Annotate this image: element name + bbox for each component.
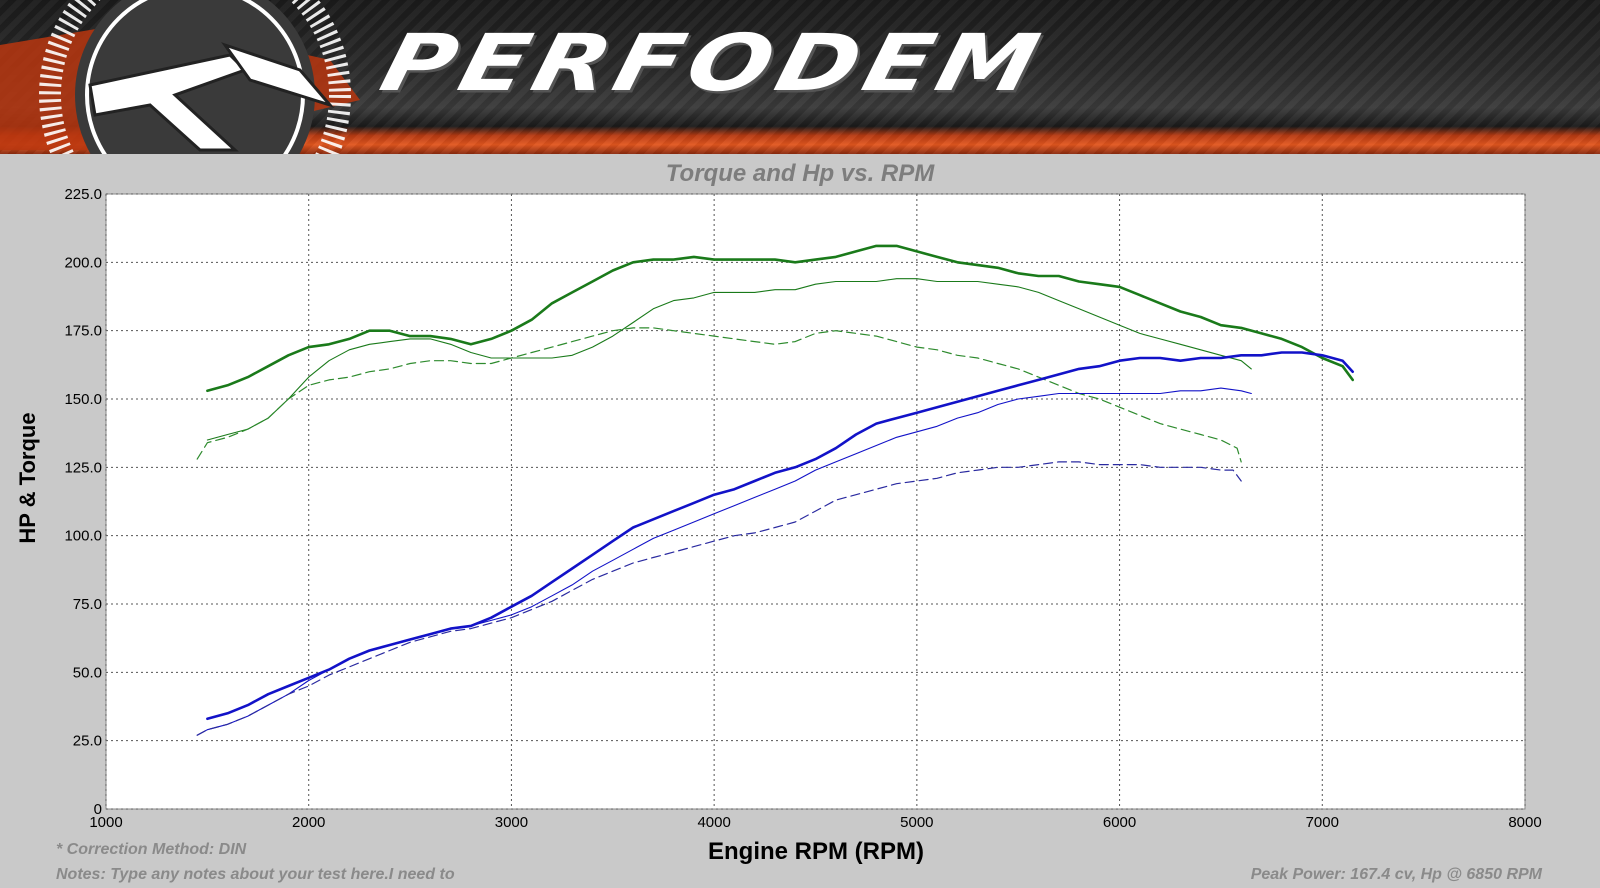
y-tick-label: 25.0: [73, 733, 102, 750]
grid: [105, 193, 1526, 810]
x-tick-label: 5000: [900, 814, 933, 831]
y-axis-label: HP & Torque: [15, 412, 40, 544]
y-tick-label: 225.0: [64, 186, 102, 203]
x-tick-label: 4000: [697, 814, 730, 831]
y-tick-label: 75.0: [73, 596, 102, 613]
y-tick-label: 100.0: [64, 528, 102, 545]
header-banner: PERFODEM: [0, 0, 1600, 154]
series-line-6: [196, 461, 1242, 736]
series-group: [196, 244, 1354, 736]
y-tick-label: 150.0: [64, 391, 102, 408]
y-tick-label: 200.0: [64, 254, 102, 271]
x-tick-label: 3000: [495, 814, 528, 831]
x-tick-label: 6000: [1103, 814, 1136, 831]
gauge-logo-icon: [0, 0, 360, 154]
y-tick-label: 0: [94, 801, 102, 818]
series-line-3: [196, 327, 1242, 463]
tick-labels: 1000 2000 3000 4000 5000 6000 7000 8000 0 25.0 50.…: [64, 186, 1541, 831]
correction-method-note: * Correction Method: DIN: [56, 841, 247, 858]
x-tick-label: 8000: [1508, 814, 1541, 831]
series-line-2: [206, 278, 1252, 441]
series-line-1: [206, 244, 1354, 393]
x-tick-label: 2000: [292, 814, 325, 831]
y-tick-label: 125.0: [64, 459, 102, 476]
series-line-5: [196, 387, 1252, 736]
y-tick-label: 50.0: [73, 664, 102, 681]
x-tick-label: 1000: [89, 814, 122, 831]
test-notes: Notes: Type any notes about your test he…: [56, 866, 455, 883]
peak-power-note: Peak Power: 167.4 cv, Hp @ 6850 RPM: [1250, 866, 1542, 883]
x-axis-label: Engine RPM (RPM): [708, 838, 924, 865]
y-tick-label: 175.0: [64, 323, 102, 340]
x-tick-label: 7000: [1306, 814, 1339, 831]
chart-title: Torque and Hp vs. RPM: [665, 160, 935, 187]
plot-area: [105, 193, 1526, 810]
